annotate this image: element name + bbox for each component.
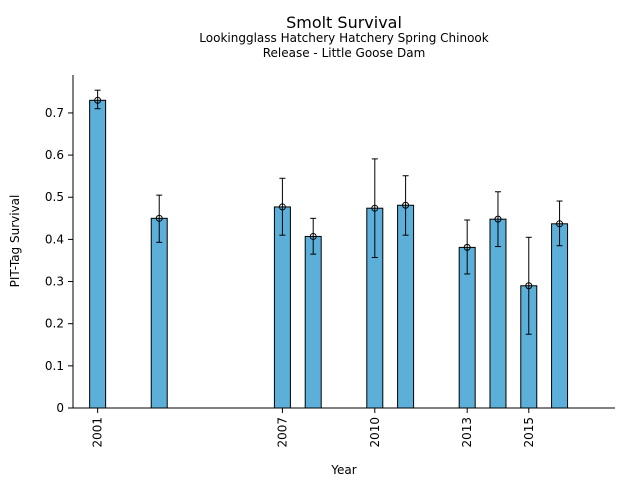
x-tick-label: 2010 — [368, 417, 382, 448]
point-marker — [525, 282, 533, 290]
point-marker — [309, 232, 317, 240]
point-marker — [556, 220, 564, 228]
y-tick-label: 0.5 — [45, 190, 64, 204]
x-tick-label: 2013 — [460, 417, 474, 448]
chart-subtitle-line-2: Release - Little Goose Dam — [263, 46, 426, 60]
x-tick-label: 2015 — [522, 417, 536, 448]
chart-title: Smolt Survival — [286, 13, 402, 32]
x-tick-label: 2007 — [275, 417, 289, 448]
y-axis-label: PIT-Tag Survival — [8, 195, 22, 288]
bar — [489, 218, 507, 409]
y-tick-label: 0.7 — [45, 106, 64, 120]
y-tick-label: 0.6 — [45, 148, 64, 162]
y-tick-label: 0.4 — [45, 232, 64, 246]
point-marker — [94, 96, 102, 104]
bar — [551, 223, 569, 409]
point-marker — [402, 201, 410, 209]
x-tick-label: 2001 — [91, 417, 105, 448]
y-tick-label: 0.3 — [45, 275, 64, 289]
point-marker — [494, 215, 502, 223]
point-marker — [155, 214, 163, 222]
plot-area: 0 0.1 0.2 0.3 0.4 0.5 0.6 0.7 2001 2007 2010 2013 20… — [45, 89, 569, 448]
bar — [304, 235, 322, 409]
bar — [89, 99, 107, 409]
y-tick-label: 0.1 — [45, 359, 64, 373]
chart-subtitle-line-1: Lookingglass Hatchery Hatchery Spring Ch… — [199, 31, 488, 45]
point-marker — [371, 204, 379, 212]
point-marker — [463, 243, 471, 251]
point-marker — [278, 203, 286, 211]
y-tick-label: 0.2 — [45, 317, 64, 331]
bar — [150, 217, 168, 409]
bar — [273, 206, 291, 409]
y-tick-label: 0 — [56, 401, 64, 415]
x-axis-label: Year — [330, 463, 356, 477]
